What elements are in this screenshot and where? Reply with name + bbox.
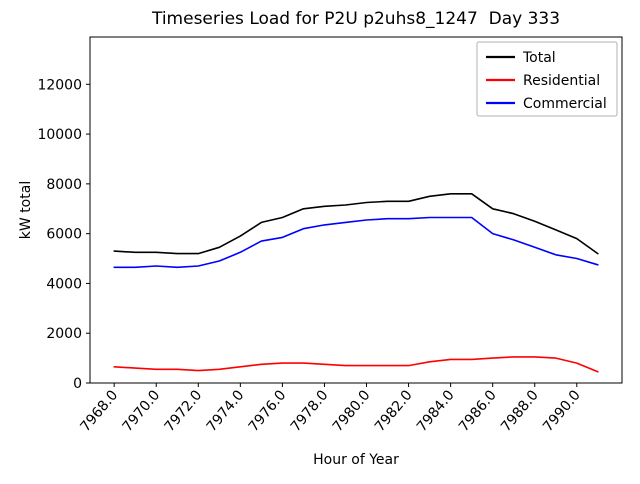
y-axis-label: kW total: [18, 181, 34, 239]
legend-label-residential: Residential: [523, 73, 600, 89]
legend-box: [476, 41, 618, 117]
y-tick-label: 12000: [37, 77, 82, 93]
y-tick-label: 4000: [46, 276, 82, 292]
y-tick-label: 6000: [46, 227, 82, 243]
y-tick-label: 2000: [46, 326, 82, 342]
series-line-commercial: [113, 216, 599, 269]
legend-label-commercial: Commercial: [523, 96, 607, 112]
y-tick-label: 8000: [46, 177, 82, 193]
legend-label-total: Total: [522, 50, 556, 66]
y-tick-label: 10000: [37, 127, 82, 143]
y-tick-label: 0: [73, 376, 82, 392]
series-line-total: [113, 193, 599, 255]
series-line-residential: [113, 356, 599, 373]
chart-title: Timeseries Load for P2U p2uhs8_1247 Day …: [151, 9, 560, 29]
x-axis-label: Hour of Year: [313, 452, 399, 468]
